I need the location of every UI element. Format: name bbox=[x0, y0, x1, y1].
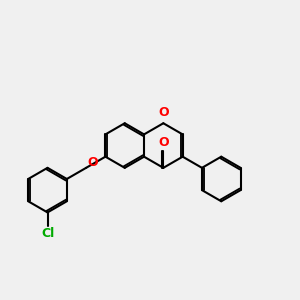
Text: O: O bbox=[158, 136, 169, 149]
Text: O: O bbox=[158, 106, 169, 119]
Text: O: O bbox=[87, 156, 98, 169]
Text: Cl: Cl bbox=[41, 227, 54, 240]
